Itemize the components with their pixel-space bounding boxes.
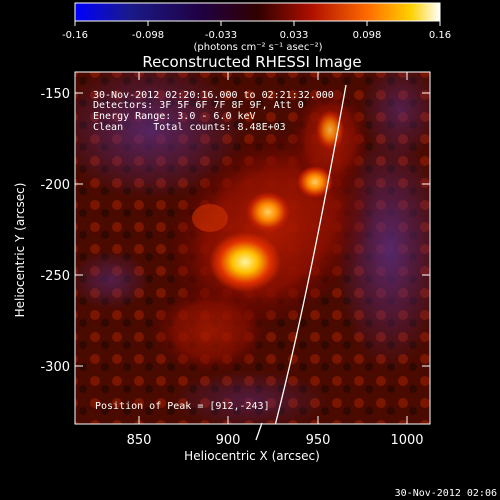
x-tick-label: 950	[306, 433, 331, 448]
peak-position-label: Position of Peak = [912,-243]	[95, 401, 270, 412]
x-tick-label: 1000	[390, 433, 423, 448]
clean-counts-label: Clean Total counts: 8.48E+03	[93, 122, 286, 133]
colorbar-tick: -0.033	[205, 30, 237, 41]
colorbar-tick: -0.098	[132, 30, 164, 41]
rhessi-image	[75, 72, 430, 424]
y-axis-label: Heliocentric Y (arcsec)	[13, 183, 27, 318]
colorbar: -0.16 -0.098 -0.033 0.033 0.098 0.16 (ph…	[62, 2, 451, 53]
detectors-label: Detectors: 3F 5F 6F 7F 8F 9F, Att 0	[93, 100, 304, 111]
x-tick-label: 900	[216, 433, 241, 448]
plot-timestamp: 30-Nov-2012 02:06	[395, 488, 497, 499]
colorbar-gradient	[74, 2, 441, 22]
colorbar-tick: 0.098	[353, 30, 382, 41]
colorbar-tick: 0.16	[429, 30, 451, 41]
x-axis-ticks	[138, 72, 408, 424]
solar-limb-line	[274, 84, 347, 424]
y-tick-label: -250	[40, 269, 70, 284]
colorbar-tick: 0.033	[280, 30, 309, 41]
y-tick-label: -300	[40, 360, 70, 375]
y-tick-label: -150	[40, 87, 70, 102]
y-axis-ticks	[75, 92, 430, 367]
colorbar-unit-label: (photons cm⁻² s⁻¹ asec⁻²)	[193, 42, 322, 53]
plot-frame	[74, 71, 431, 425]
plot-title: Reconstructed RHESSI Image	[142, 53, 361, 71]
energy-range-label: Energy Range: 3.0 - 6.0 keV	[93, 111, 256, 122]
x-axis-label: Heliocentric X (arcsec)	[184, 449, 320, 463]
x-tick-label: 850	[127, 433, 152, 448]
solar-limb-line-extension	[255, 422, 263, 441]
colorbar-tick: -0.16	[62, 30, 88, 41]
y-tick-label: -200	[40, 178, 70, 193]
time-range-label: 30-Nov-2012 02:20:16.000 to 02:21:32.000	[93, 90, 334, 101]
